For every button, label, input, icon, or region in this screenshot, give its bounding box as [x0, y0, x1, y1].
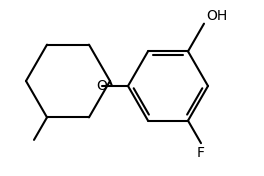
Text: F: F	[197, 146, 205, 160]
Text: OH: OH	[206, 9, 227, 23]
Text: O: O	[97, 79, 107, 93]
